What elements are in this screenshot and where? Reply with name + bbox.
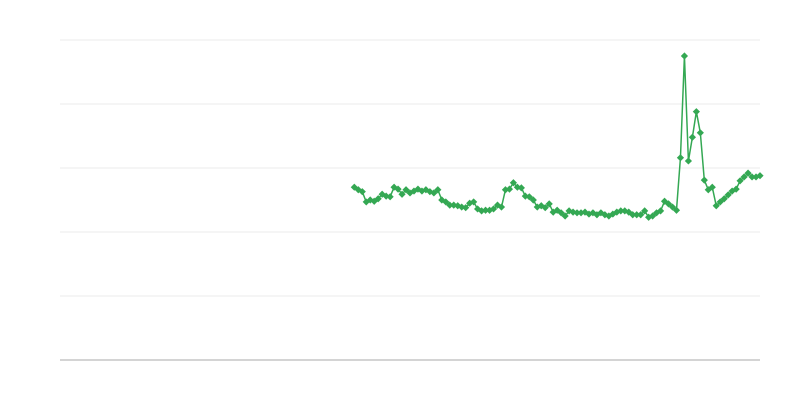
point-marker — [517, 184, 525, 192]
point-marker — [672, 206, 681, 214]
point-marker — [645, 213, 653, 221]
point-marker — [589, 209, 597, 217]
point-marker — [557, 209, 565, 217]
point-marker — [382, 192, 390, 200]
point-marker — [422, 186, 430, 194]
point-marker — [505, 185, 514, 193]
point-marker — [752, 173, 760, 181]
point-marker — [390, 183, 398, 191]
point-marker — [513, 183, 521, 191]
point-marker — [521, 192, 529, 200]
point-marker — [692, 108, 700, 116]
point-marker — [366, 196, 374, 204]
point-marker — [434, 186, 442, 194]
point-marker — [633, 211, 641, 219]
point-marker — [712, 202, 720, 210]
point-marker — [748, 173, 756, 181]
point-marker — [652, 209, 661, 217]
point-marker — [756, 172, 764, 180]
point-marker — [426, 188, 434, 196]
point-marker — [724, 191, 732, 199]
point-marker — [744, 169, 752, 177]
point-marker — [446, 201, 454, 209]
point-marker — [489, 205, 498, 213]
point-marker — [481, 206, 490, 214]
point-marker — [394, 185, 402, 193]
point-marker — [545, 200, 553, 208]
point-marker — [529, 196, 537, 204]
point-marker — [688, 133, 696, 141]
point-marker — [720, 195, 728, 203]
point-marker — [374, 195, 382, 203]
point-marker — [470, 198, 478, 206]
point-marker — [732, 185, 740, 193]
point-marker — [462, 204, 470, 212]
point-marker — [477, 207, 486, 215]
point-marker — [684, 157, 693, 165]
point-marker — [561, 212, 569, 220]
point-marker — [573, 209, 581, 217]
point-marker — [629, 211, 637, 219]
point-marker — [354, 186, 362, 194]
point-marker — [736, 177, 744, 185]
point-marker — [358, 188, 366, 196]
point-marker — [740, 173, 748, 181]
point-marker — [410, 187, 418, 195]
point-marker — [398, 190, 406, 198]
point-marker — [700, 176, 708, 184]
point-marker — [378, 190, 386, 198]
point-marker — [485, 206, 494, 214]
point-marker — [696, 129, 704, 137]
point-marker — [497, 203, 506, 211]
point-marker — [601, 211, 609, 219]
point-marker — [637, 211, 645, 219]
point-marker — [617, 207, 625, 215]
point-marker — [442, 198, 450, 206]
point-marker — [577, 209, 585, 217]
point-marker — [641, 207, 649, 215]
point-marker — [621, 207, 629, 215]
point-marker — [664, 200, 673, 208]
point-marker — [708, 183, 716, 191]
point-marker — [402, 186, 410, 194]
point-marker — [541, 204, 549, 212]
point-marker — [454, 202, 462, 210]
point-marker — [466, 199, 474, 207]
point-marker — [676, 154, 685, 162]
point-marker — [609, 210, 617, 218]
point-marker — [565, 207, 573, 215]
point-marker — [509, 179, 518, 187]
point-marker — [533, 203, 541, 211]
point-marker — [386, 193, 394, 201]
point-marker — [656, 207, 665, 215]
point-marker — [680, 52, 689, 60]
